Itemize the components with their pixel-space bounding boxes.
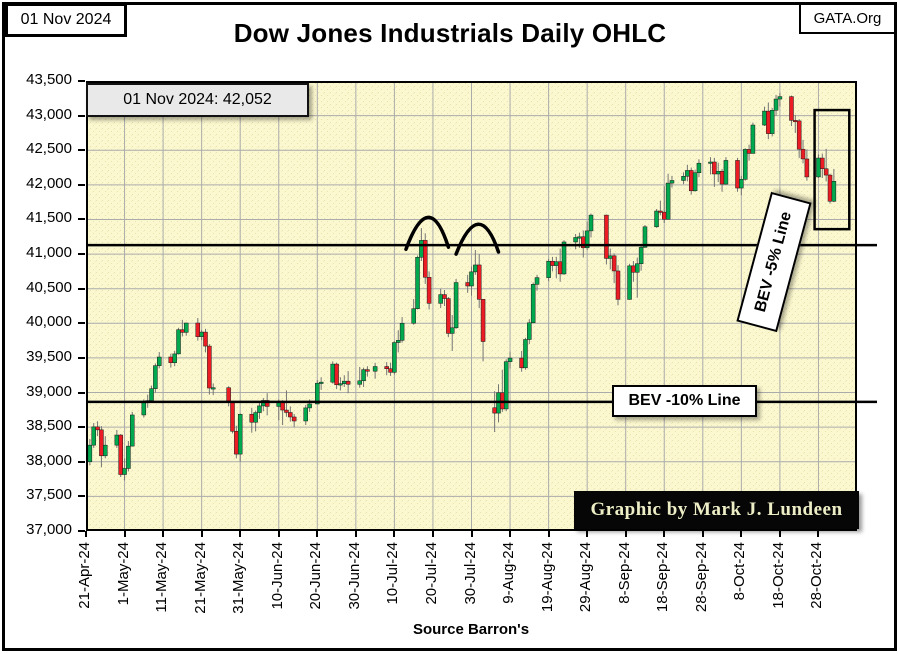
date-box: 01 Nov 2024: [5, 3, 127, 37]
graphic-credit-label: Graphic by Mark J. Lundeen: [590, 499, 843, 520]
x-tick-mark: [200, 531, 203, 537]
x-tick-mark: [740, 531, 743, 537]
y-tick-label: 41,000: [26, 244, 72, 262]
y-tick-label: 43,000: [26, 105, 72, 123]
x-tick-mark: [393, 531, 396, 537]
x-tick-mark: [239, 531, 242, 537]
y-tick-label: 37,500: [26, 486, 72, 504]
x-tick-label: 30-Jun-24: [345, 542, 363, 610]
last-close-note-label: 01 Nov 2024: 42,052: [123, 91, 272, 108]
gata-org-box: GATA.Org: [799, 3, 896, 34]
x-tick-label: 19-Aug-24: [538, 542, 556, 613]
x-tick-mark: [817, 531, 820, 537]
y-tick-label: 37,000: [26, 521, 72, 538]
y-tick-mark: [78, 253, 85, 256]
bev-minus-10-label: BEV -10% Line: [628, 392, 741, 409]
y-tick-mark: [78, 80, 85, 82]
x-tick-label: 20-Jun-24: [307, 542, 325, 610]
y-axis: 43,500 43,000 42,500 42,000 41,500 41,000 40,5…: [0, 71, 86, 538]
x-tick-label: 21-Apr-24: [76, 542, 93, 609]
x-tick-label: 21-May-24: [191, 542, 209, 614]
x-tick-label: 9-Aug-24: [500, 542, 518, 604]
y-tick-mark: [78, 495, 85, 498]
y-tick-mark: [78, 322, 85, 325]
x-tick-mark: [85, 531, 87, 537]
y-tick-label: 41,500: [26, 209, 72, 227]
x-tick-mark: [586, 531, 589, 537]
x-tick-label: 1-May-24: [114, 542, 132, 606]
y-tick-label: 38,000: [26, 451, 72, 469]
y-tick-label: 40,000: [26, 313, 72, 331]
x-tick-label: 28-Oct-24: [808, 542, 826, 609]
x-tick-mark: [431, 531, 434, 537]
y-tick-mark: [78, 287, 85, 290]
x-tick-label: 18-Oct-24: [769, 542, 787, 609]
x-tick-label: 8-Sep-24: [615, 542, 633, 604]
x-tick-mark: [778, 531, 781, 537]
y-tick-mark: [78, 183, 85, 186]
x-axis: 21-Apr-24 1-May-24 11-May-24 21-May-24 31-Ma…: [76, 531, 877, 641]
last-close-note: 01 Nov 2024: 42,052: [86, 83, 309, 117]
y-tick-label: 43,500: [26, 71, 72, 88]
x-tick-label: 20-Jul-24: [422, 542, 440, 605]
y-tick-mark: [78, 460, 85, 463]
x-tick-mark: [663, 531, 666, 537]
y-tick-mark: [78, 426, 85, 429]
x-tick-mark: [123, 531, 126, 537]
gata-org-label: GATA.Org: [813, 10, 882, 27]
date-box-label: 01 Nov 2024: [20, 11, 112, 28]
y-tick-label: 39,000: [26, 382, 72, 400]
graphic-credit-box: Graphic by Mark J. Lundeen: [574, 491, 859, 529]
source-label: Source Barron's: [412, 621, 530, 638]
x-tick-label: 30-Jul-24: [461, 542, 479, 605]
x-tick-label: 8-Oct-24: [731, 542, 749, 601]
y-tick-mark: [78, 149, 85, 152]
y-tick-mark: [78, 530, 85, 532]
plot-area: 01 Nov 2024: 42,052 BEV -5% Line BEV -10…: [86, 81, 877, 531]
x-tick-label: 10-Jul-24: [384, 542, 402, 605]
x-tick-label: 29-Aug-24: [577, 542, 595, 613]
y-tick-label: 38,500: [26, 417, 72, 435]
y-tick-label: 42,500: [26, 140, 72, 158]
x-tick-mark: [624, 531, 627, 537]
candlestick-canvas: [86, 81, 877, 531]
x-tick-mark: [547, 531, 550, 537]
x-tick-label: 10-Jun-24: [268, 542, 286, 610]
x-tick-mark: [470, 531, 473, 537]
x-tick-mark: [316, 531, 319, 537]
y-tick-mark: [78, 218, 85, 221]
y-tick-mark: [78, 391, 85, 394]
bev-minus-10-label-box: BEV -10% Line: [612, 385, 757, 417]
y-tick-mark: [78, 114, 85, 117]
y-tick-label: 40,500: [26, 278, 72, 296]
x-tick-mark: [701, 531, 704, 537]
x-tick-mark: [354, 531, 357, 537]
y-tick-mark: [78, 356, 85, 359]
x-tick-label: 18-Sep-24: [654, 542, 672, 613]
x-tick-mark: [277, 531, 280, 537]
x-tick-label: 11-May-24: [153, 542, 171, 613]
x-tick-mark: [509, 531, 512, 537]
chart-title: Dow Jones Industrials Daily OHLC: [233, 18, 667, 48]
x-tick-label: 31-May-24: [230, 542, 248, 614]
y-tick-label: 42,000: [26, 174, 72, 192]
x-tick-label: 28-Sep-24: [692, 542, 710, 613]
x-tick-mark: [162, 531, 165, 537]
y-tick-label: 39,500: [26, 347, 72, 365]
